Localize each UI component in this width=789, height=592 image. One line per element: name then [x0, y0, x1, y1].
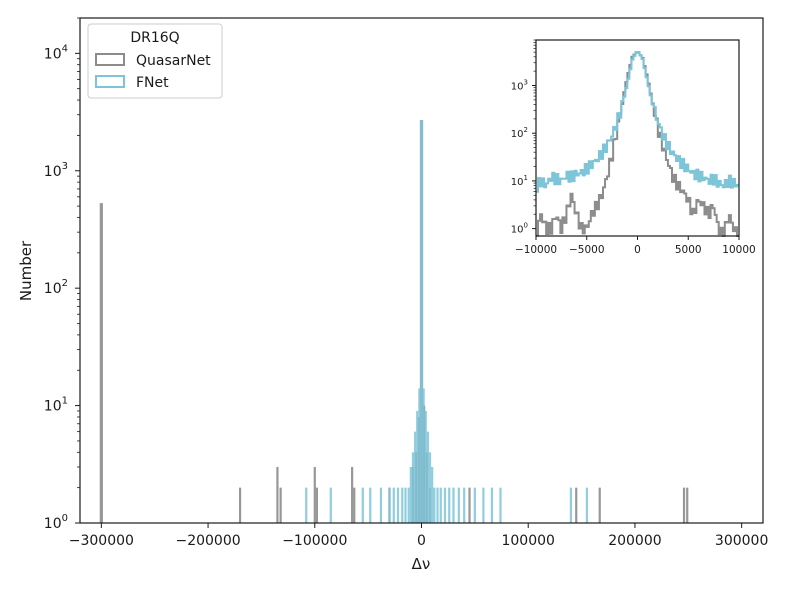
inset-series-fnet — [536, 50, 739, 193]
main-bar-quasarnet-1 — [238, 487, 242, 523]
main-bar-fnet-32 — [490, 487, 494, 523]
legend-label-quasarnet: QuasarNet — [136, 53, 211, 69]
inset-y-tick-label: 102 — [511, 126, 528, 140]
main-y-tick-label: 100 — [44, 513, 68, 532]
main-y-tick-label: 104 — [44, 43, 68, 62]
main-bar-fnet-25 — [443, 487, 447, 523]
main-series-fnet — [305, 120, 589, 524]
legend-box — [87, 23, 223, 99]
inset-plot: −10000 −5000 0 5000 10000 100 101 102 103 — [511, 39, 756, 256]
main-bar-fnet-1 — [329, 487, 332, 523]
main-bar-fnet-30 — [473, 487, 476, 523]
main-bar-fnet-17 — [422, 388, 425, 523]
main-bar-fnet-28 — [457, 487, 460, 523]
main-bar-quasarnet-7 — [353, 487, 356, 523]
inset-y-ticks: 100 101 102 103 — [511, 39, 536, 236]
main-plot: −300000 −200000 −100000 0 100000 200000 300000… — [17, 17, 768, 573]
main-bar-fnet-23 — [436, 487, 439, 523]
main-bar-fnet-4 — [379, 487, 383, 523]
main-bar-quasarnet-16 — [468, 487, 471, 523]
main-bar-quasarnet-6 — [351, 466, 354, 523]
main-x-tick-label: −200000 — [175, 533, 240, 549]
main-bar-fnet-14 — [416, 410, 419, 523]
main-x-tick-label: 300000 — [715, 533, 768, 549]
legend-swatch-quasarnet — [95, 53, 125, 66]
main-bar-quasarnet-18 — [598, 487, 601, 523]
main-bar-fnet-20 — [428, 452, 432, 523]
main-bar-fnet-33 — [499, 487, 502, 523]
main-y-tick-label: 101 — [44, 396, 68, 415]
main-x-tick-label: 0 — [417, 533, 426, 549]
legend-title: DR16Q — [130, 30, 179, 46]
main-x-tick-label: −100000 — [282, 533, 347, 549]
main-bar-fnet-16 — [419, 120, 424, 524]
inset-x-tick-label: −5000 — [569, 244, 605, 256]
inset-y-tick-label: 103 — [511, 79, 528, 93]
main-y-axis-title: Number — [17, 240, 35, 301]
main-bar-fnet-11 — [409, 466, 412, 523]
main-x-axis-title: Δν — [412, 555, 431, 573]
main-bar-fnet-12 — [411, 452, 415, 523]
inset-x-tick-label: 5000 — [675, 244, 702, 256]
main-bar-fnet-35 — [585, 487, 589, 523]
main-bar-fnet-27 — [452, 487, 455, 523]
main-bar-quasarnet-19 — [682, 487, 686, 523]
main-x-tick-label: −300000 — [69, 533, 134, 549]
inset-x-tick-label: 0 — [634, 244, 641, 256]
main-bar-fnet-29 — [463, 487, 466, 523]
main-bar-fnet-6 — [392, 487, 395, 523]
main-bar-fnet-34 — [569, 487, 573, 523]
main-x-tick-label: 200000 — [608, 533, 661, 549]
main-bar-fnet-7 — [396, 487, 400, 523]
main-bar-fnet-8 — [401, 487, 404, 523]
legend: DR16Q QuasarNet FNet — [87, 23, 223, 99]
main-y-tick-label: 102 — [44, 278, 68, 297]
main-bar-fnet-5 — [388, 487, 391, 523]
main-x-tick-label: 100000 — [501, 533, 554, 549]
main-bar-fnet-3 — [369, 487, 372, 523]
main-bar-fnet-31 — [482, 487, 485, 523]
main-bar-fnet-26 — [448, 487, 451, 523]
inset-x-tick-label: 10000 — [722, 244, 755, 256]
main-bar-quasarnet-17 — [575, 487, 578, 523]
main-bar-fnet-9 — [404, 487, 407, 523]
inset-y-tick-label: 100 — [511, 222, 528, 236]
main-bar-quasarnet-20 — [686, 487, 689, 523]
main-bar-fnet-15 — [418, 388, 421, 523]
main-bar-quasarnet-5 — [315, 487, 319, 523]
main-y-tick-label: 103 — [44, 161, 68, 180]
main-x-ticks: −300000 −200000 −100000 0 100000 200000 300000 — [69, 523, 768, 549]
legend-swatch-fnet — [95, 75, 125, 88]
main-bar-fnet-0 — [305, 487, 308, 523]
main-bar-fnet-19 — [426, 431, 429, 523]
inset-x-ticks: −10000 −5000 0 5000 10000 — [515, 236, 756, 256]
main-bar-fnet-24 — [439, 487, 442, 523]
main-bar-quasarnet-0 — [99, 203, 103, 523]
main-y-ticks: 100 101 102 103 104 — [44, 17, 80, 532]
legend-label-fnet: FNet — [136, 75, 169, 91]
main-bar-fnet-22 — [433, 487, 436, 523]
inset-y-tick-label: 101 — [511, 174, 528, 188]
main-bar-quasarnet-3 — [279, 487, 282, 523]
main-bar-fnet-10 — [407, 487, 410, 523]
main-bar-quasarnet-2 — [276, 466, 279, 523]
main-bar-fnet-2 — [361, 487, 364, 523]
inset-x-tick-label: −10000 — [515, 244, 557, 256]
main-bar-fnet-18 — [424, 410, 427, 523]
main-bar-fnet-13 — [414, 431, 417, 523]
main-bar-fnet-21 — [431, 466, 434, 523]
main-bar-quasarnet-4 — [313, 466, 316, 523]
